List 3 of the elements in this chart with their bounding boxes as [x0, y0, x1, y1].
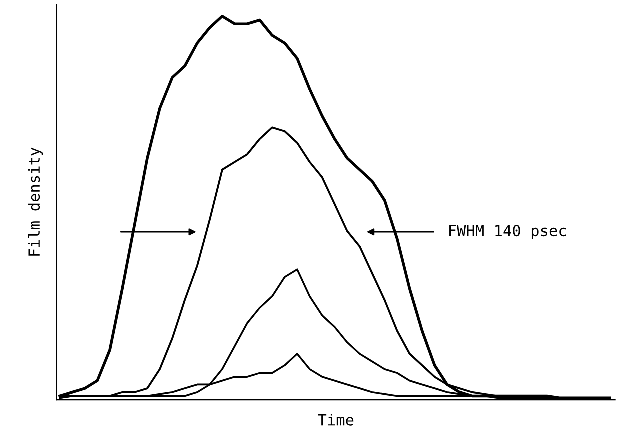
x-axis-title: Time [318, 414, 354, 426]
annotation: FWHM 140 psec [450, 225, 566, 240]
y-axis-title: Film density [28, 148, 44, 256]
